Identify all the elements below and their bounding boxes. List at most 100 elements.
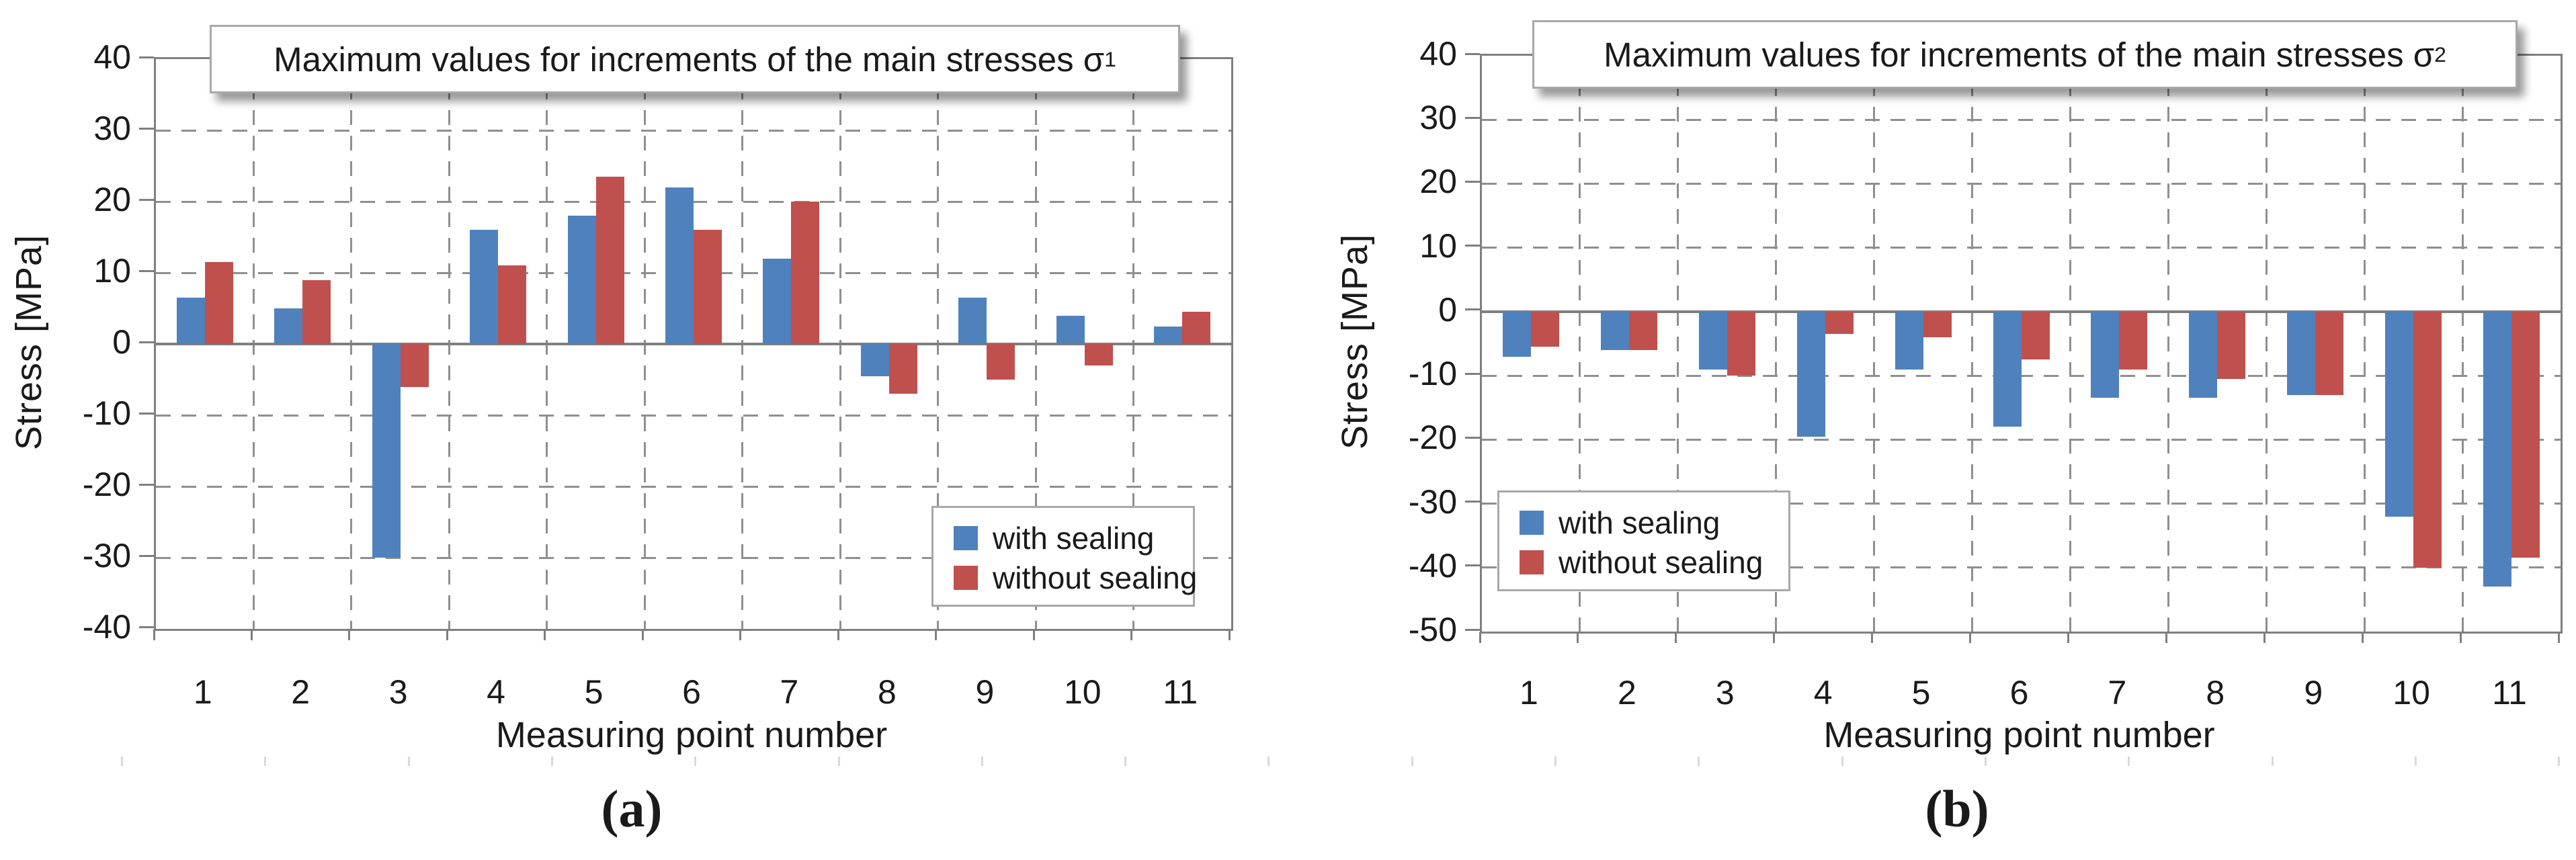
bar-with-sealing-pt10: [2385, 311, 2414, 517]
x-tick: [1032, 630, 1035, 640]
x-tick: [1479, 632, 1481, 643]
x-tick: [1228, 630, 1231, 640]
bar-with-sealing-pt11: [1154, 326, 1183, 344]
y-tick-label: -20: [82, 466, 131, 503]
canvas-tick: [1268, 757, 1270, 766]
legend-b: with sealing without sealing: [1497, 490, 1790, 591]
legend-row: without sealing: [1520, 544, 1782, 581]
y-tick-label: 40: [93, 38, 131, 76]
bar-with-sealing-pt4: [470, 230, 499, 344]
bar-without-sealing-pt8: [888, 344, 917, 394]
gridline-h: [156, 485, 1231, 488]
x-tick-label: 7: [780, 673, 799, 711]
y-tick-label: 0: [112, 323, 131, 361]
legend-a: with sealing without sealing: [931, 506, 1198, 607]
x-tick: [837, 630, 839, 640]
bar-with-sealing-pt7: [763, 258, 792, 344]
y-tick: [1465, 564, 1480, 567]
y-tick-label: 40: [1419, 35, 1457, 73]
bar-with-sealing-pt11: [2483, 311, 2512, 587]
y-tick: [1465, 436, 1480, 439]
canvas-tick: [264, 757, 267, 766]
x-tick: [641, 630, 644, 640]
y-tick: [139, 626, 154, 628]
x-tick-label: 3: [1715, 674, 1735, 712]
x-tick-labels-b: 1 2 3 4 5 6 7 8 9 10 11: [1480, 672, 2559, 714]
without-sealing-swatch: [1520, 550, 1544, 574]
x-tick: [1969, 632, 1972, 643]
canvas-tick: [1411, 757, 1413, 766]
bar-with-sealing-pt8: [860, 344, 889, 376]
with-sealing-swatch: [1520, 511, 1544, 535]
bar-with-sealing-pt1: [1502, 311, 1531, 357]
x-tick-label: 10: [1063, 673, 1102, 711]
canvas-tick: [2558, 757, 2561, 766]
bar-with-sealing-pt3: [372, 344, 401, 558]
legend-label: with sealing: [1559, 505, 1720, 540]
x-tick: [250, 630, 253, 640]
bar-without-sealing-pt5: [1923, 311, 1952, 337]
gridline-v: [2461, 56, 2464, 632]
y-tick-label: 30: [1419, 99, 1457, 137]
canvas-tick: [1124, 757, 1127, 766]
x-tick: [153, 630, 155, 640]
x-tick-label: 9: [2304, 674, 2323, 712]
x-tick: [935, 630, 938, 640]
x-tick-label: 1: [1520, 674, 1538, 712]
x-tick-label: 9: [975, 673, 995, 711]
canvas-tick: [1554, 757, 1556, 766]
gridline-h: [1482, 503, 2561, 505]
chart-title-box-b: Maximum values for increments of the mai…: [1532, 20, 2518, 89]
bar-without-sealing-pt9: [2315, 311, 2344, 395]
bar-without-sealing-pt11: [2511, 311, 2540, 558]
x-tick: [1130, 630, 1133, 640]
gridline-v: [2069, 56, 2071, 632]
without-sealing-swatch: [954, 566, 978, 590]
bar-without-sealing-pt10: [1084, 344, 1113, 366]
plot-area-a: [154, 57, 1233, 631]
y-tick-label: 20: [1419, 163, 1457, 201]
y-tick: [1465, 501, 1480, 503]
x-tick-label: 6: [2009, 674, 2029, 712]
gridline-h: [1482, 247, 2561, 249]
x-axis-title-b: Measuring point number: [1823, 715, 2215, 755]
gridline-h: [1482, 374, 2561, 377]
chart-title-a: Maximum values for increments of the mai…: [274, 40, 1105, 79]
bar-without-sealing-pt9: [987, 344, 1015, 380]
legend-label: with sealing: [993, 521, 1155, 556]
gridline-v: [1775, 56, 1778, 632]
y-tick: [1465, 116, 1480, 119]
x-tick-label: 3: [388, 673, 408, 711]
y-tick-label: -10: [82, 394, 131, 432]
bar-without-sealing-pt7: [2119, 311, 2148, 370]
bar-without-sealing-pt2: [1628, 311, 1657, 350]
bar-with-sealing-pt7: [2091, 311, 2120, 398]
y-tick-label: 10: [93, 252, 131, 290]
bar-without-sealing-pt10: [2413, 311, 2442, 568]
gridline-v: [2363, 56, 2366, 632]
gridline-v: [2167, 56, 2169, 632]
bar-with-sealing-pt2: [274, 308, 303, 344]
bar-with-sealing-pt4: [1796, 311, 1825, 437]
gridline-h: [1482, 118, 2561, 121]
bar-without-sealing-pt1: [1530, 311, 1559, 347]
bar-with-sealing-pt10: [1056, 315, 1085, 344]
x-tick-label: 8: [877, 673, 897, 711]
gridline-h: [1482, 182, 2561, 185]
y-tick: [1465, 180, 1480, 183]
legend-row: with sealing: [1520, 504, 1782, 542]
gridline-h: [1482, 566, 2561, 569]
x-tick-label: 1: [193, 673, 212, 711]
canvas-tick: [981, 757, 983, 766]
bar-with-sealing-pt6: [665, 187, 694, 344]
x-tick-label: 11: [2492, 674, 2527, 712]
x-tick-label: 11: [1163, 673, 1198, 711]
legend-label: without sealing: [993, 560, 1198, 595]
x-tick-label: 4: [1813, 674, 1833, 712]
zero-line: [156, 343, 1231, 345]
gridline-v: [2265, 56, 2268, 632]
y-tick: [1465, 372, 1480, 375]
canvas-tick: [694, 757, 697, 766]
legend-row: with sealing: [954, 519, 1186, 557]
legend-label: without sealing: [1559, 545, 1763, 580]
